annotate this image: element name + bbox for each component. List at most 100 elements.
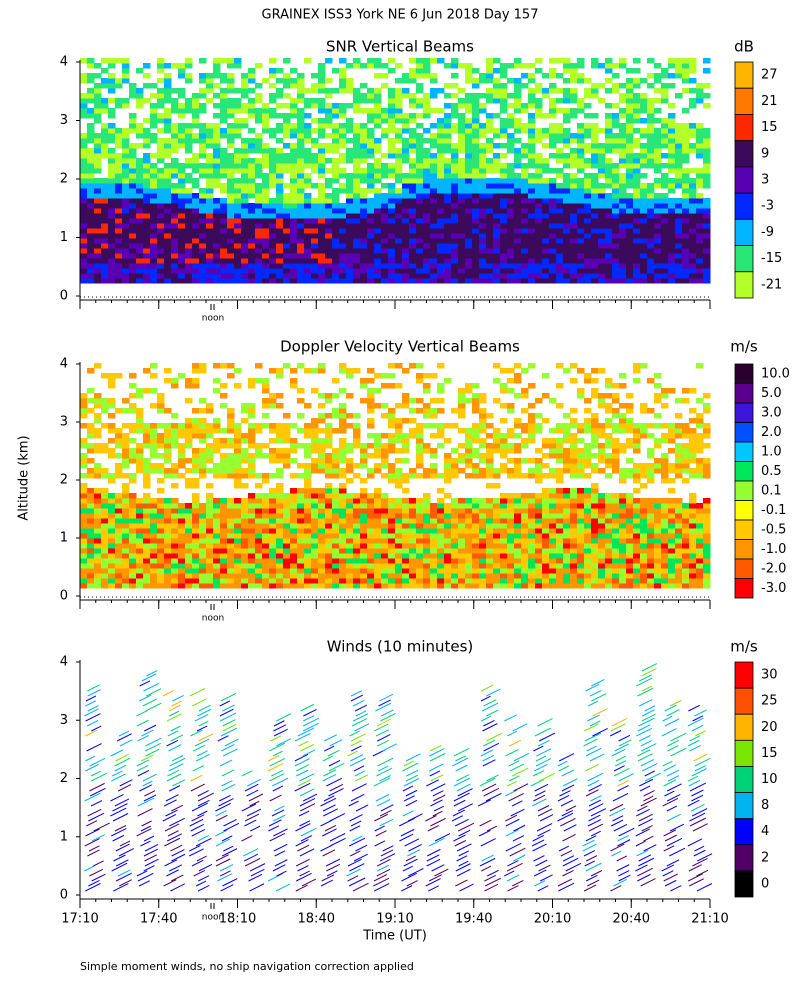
field-cell — [437, 138, 445, 144]
field-cell — [402, 488, 410, 494]
field-cell — [360, 273, 368, 279]
field-cell — [87, 153, 95, 159]
field-cell — [647, 163, 655, 169]
field-cell — [605, 228, 613, 234]
field-cell — [339, 388, 347, 394]
field-cell — [591, 83, 599, 89]
field-cell — [325, 208, 333, 214]
field-cell — [409, 198, 417, 204]
field-cell — [346, 173, 354, 179]
field-cell — [122, 103, 130, 109]
field-cell — [626, 118, 634, 124]
field-cell — [318, 198, 326, 204]
field-cell — [234, 178, 242, 184]
field-cell — [185, 533, 193, 539]
field-cell — [325, 78, 333, 84]
field-cell — [542, 263, 550, 269]
field-cell — [458, 188, 466, 194]
field-cell — [199, 243, 207, 249]
field-cell — [255, 278, 263, 284]
field-cell — [108, 173, 116, 179]
field-cell — [178, 258, 186, 264]
field-cell — [675, 148, 683, 154]
field-cell — [248, 538, 256, 544]
field-cell — [332, 538, 340, 544]
field-cell — [199, 88, 207, 94]
field-cell — [367, 58, 375, 64]
field-cell — [234, 263, 242, 269]
field-cell — [500, 173, 508, 179]
field-cell — [276, 198, 284, 204]
field-cell — [703, 218, 711, 224]
field-cell — [353, 503, 361, 509]
field-cell — [94, 543, 102, 549]
field-cell — [115, 228, 123, 234]
field-cell — [101, 243, 109, 249]
field-cell — [409, 178, 417, 184]
field-cell — [227, 413, 235, 419]
field-cell — [584, 228, 592, 234]
field-cell — [388, 473, 396, 479]
field-cell — [318, 458, 326, 464]
field-cell — [255, 228, 263, 234]
field-cell — [101, 468, 109, 474]
field-cell — [402, 148, 410, 154]
field-cell — [591, 193, 599, 199]
field-cell — [437, 203, 445, 209]
field-cell — [332, 253, 340, 259]
field-cell — [206, 493, 214, 499]
field-cell — [507, 143, 515, 149]
field-cell — [269, 428, 277, 434]
field-cell — [304, 128, 312, 134]
field-cell — [206, 173, 214, 179]
field-cell — [654, 73, 662, 79]
field-cell — [423, 518, 431, 524]
field-cell — [269, 458, 277, 464]
field-cell — [143, 428, 151, 434]
field-cell — [402, 443, 410, 449]
field-cell — [269, 218, 277, 224]
field-cell — [423, 408, 431, 414]
field-cell — [87, 133, 95, 139]
field-cell — [220, 158, 228, 164]
field-cell — [262, 113, 270, 119]
field-cell — [626, 243, 634, 249]
field-cell — [430, 538, 438, 544]
field-cell — [486, 118, 494, 124]
field-cell — [269, 58, 277, 64]
field-cell — [199, 218, 207, 224]
field-cell — [381, 238, 389, 244]
field-cell — [395, 478, 403, 484]
field-cell — [143, 438, 151, 444]
field-cell — [549, 218, 557, 224]
field-cell — [346, 198, 354, 204]
field-cell — [283, 453, 291, 459]
field-cell — [500, 163, 508, 169]
field-cell — [164, 503, 172, 509]
field-cell — [493, 248, 501, 254]
field-cell — [94, 103, 102, 109]
field-cell — [612, 228, 620, 234]
field-cell — [570, 188, 578, 194]
field-cell — [339, 408, 347, 414]
field-cell — [276, 538, 284, 544]
field-cell — [136, 538, 144, 544]
field-cell — [696, 278, 704, 284]
field-cell — [136, 503, 144, 509]
field-cell — [654, 238, 662, 244]
field-cell — [304, 213, 312, 219]
field-cell — [374, 168, 382, 174]
field-cell — [192, 168, 200, 174]
field-cell — [479, 253, 487, 259]
field-cell — [535, 158, 543, 164]
field-cell — [290, 583, 298, 589]
field-cell — [577, 138, 585, 144]
field-cell — [297, 223, 305, 229]
field-cell — [703, 133, 711, 139]
field-cell — [185, 528, 193, 534]
field-cell — [479, 168, 487, 174]
field-cell — [94, 398, 102, 404]
field-cell — [115, 233, 123, 239]
field-cell — [451, 208, 459, 214]
field-cell — [220, 508, 228, 514]
